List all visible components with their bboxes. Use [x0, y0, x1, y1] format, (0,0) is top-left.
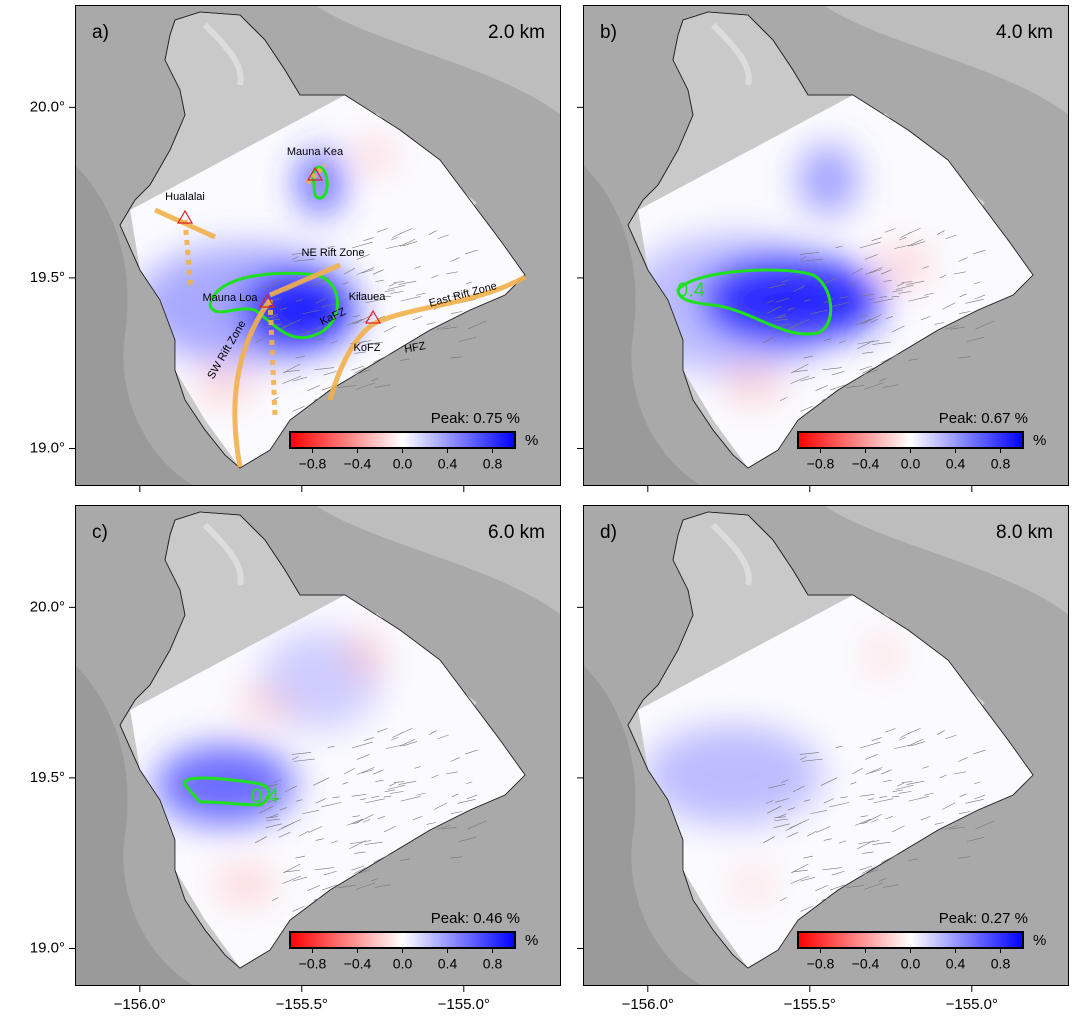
- map-panel: Mauna Kea Hualalai NE Rift Zone Mauna Loa Ki…: [30, 5, 561, 492]
- figure: Mauna Kea Hualalai NE Rift Zone Mauna Loa Ki…: [0, 0, 1072, 1018]
- colorbar-tick-label: 0.0: [393, 956, 413, 972]
- lat-tick-label: 19.0°: [30, 439, 65, 456]
- anomaly: [723, 365, 783, 405]
- annotation: KoFZ: [354, 342, 381, 354]
- lon-tick-label: −155.5°: [276, 996, 328, 1013]
- panel-label: d): [600, 522, 617, 543]
- colorbar: [798, 932, 1023, 948]
- colorbar-tick-label: 0.8: [483, 456, 503, 472]
- colorbar-unit: %: [1033, 932, 1046, 949]
- colorbar: [290, 932, 515, 948]
- colorbar-tick-label: 0.0: [901, 456, 921, 472]
- colorbar-tick-label: 0.8: [483, 956, 503, 972]
- map-panel: 0.4 b) 4.0 km Peak: 0.67 %% −0.8 −0.4 0.0 0.4 0.…: [577, 5, 1069, 492]
- annotation: Mauna Loa: [202, 292, 258, 304]
- panel-label: a): [92, 22, 109, 43]
- panel-label: b): [600, 22, 617, 43]
- annotation: NE Rift Zone: [302, 247, 365, 259]
- anomaly: [195, 365, 255, 405]
- depth-label: 4.0 km: [996, 22, 1053, 43]
- colorbar-tick-label: −0.4: [852, 956, 880, 972]
- peak-label: Peak: 0.67 %: [939, 410, 1028, 427]
- colorbar-tick-label: −0.8: [299, 956, 327, 972]
- lon-tick-label: −156.0°: [622, 996, 674, 1013]
- anomaly: [298, 151, 342, 215]
- colorbar-unit: %: [525, 932, 538, 949]
- colorbar-tick-label: 0.4: [438, 456, 458, 472]
- peak-label: Peak: 0.46 %: [431, 910, 520, 927]
- colorbar-tick-label: −0.8: [807, 456, 835, 472]
- colorbar-tick-label: 0.0: [393, 456, 413, 472]
- colorbar: [798, 432, 1023, 448]
- lat-tick-label: 19.5°: [30, 269, 65, 286]
- annotation: Kilauea: [349, 291, 387, 303]
- depth-label: 6.0 km: [488, 522, 545, 543]
- anomaly: [215, 865, 275, 905]
- anomaly: [798, 145, 858, 215]
- peak-label: Peak: 0.75 %: [431, 410, 520, 427]
- peak-label: Peak: 0.27 %: [939, 910, 1028, 927]
- anomaly: [235, 690, 295, 720]
- colorbar-unit: %: [525, 432, 538, 449]
- anomaly: [345, 630, 385, 680]
- panel-label: c): [92, 522, 108, 543]
- lon-tick-label: −155.0°: [946, 996, 998, 1013]
- colorbar-tick-label: 0.0: [901, 956, 921, 972]
- lat-tick-label: 20.0°: [30, 98, 65, 115]
- colorbar-tick-label: 0.8: [991, 456, 1011, 472]
- colorbar-unit: %: [1033, 432, 1046, 449]
- map-panel: 0.4 c) 6.0 km Peak: 0.46 %% −0.8 −0.4 0.0 0.4 0.…: [30, 505, 561, 1013]
- contour-label: 0.4: [677, 279, 705, 301]
- anomaly: [873, 245, 933, 285]
- lat-tick-label: 20.0°: [30, 598, 65, 615]
- colorbar-tick-label: −0.8: [807, 956, 835, 972]
- anomaly: [728, 865, 778, 905]
- colorbar: [290, 432, 515, 448]
- colorbar-tick-label: 0.4: [946, 456, 966, 472]
- lon-tick-label: −155.0°: [438, 996, 490, 1013]
- colorbar-tick-label: 0.4: [946, 956, 966, 972]
- lon-tick-label: −156.0°: [114, 996, 166, 1013]
- colorbar-tick-label: −0.4: [852, 456, 880, 472]
- anomaly: [863, 630, 903, 680]
- depth-label: 8.0 km: [996, 522, 1053, 543]
- colorbar-tick-label: −0.4: [344, 456, 372, 472]
- annotation: Mauna Kea: [287, 146, 344, 158]
- lat-tick-label: 19.5°: [30, 769, 65, 786]
- colorbar-tick-label: 0.8: [991, 956, 1011, 972]
- colorbar-tick-label: −0.4: [344, 956, 372, 972]
- lat-tick-label: 19.0°: [30, 939, 65, 956]
- colorbar-tick-label: 0.4: [438, 956, 458, 972]
- contour-label: 0.4: [251, 785, 279, 807]
- depth-label: 2.0 km: [488, 22, 545, 43]
- colorbar-tick-label: −0.8: [299, 456, 327, 472]
- map-panel: d) 8.0 km Peak: 0.27 %% −0.8 −0.4 0.0 0.4 0.8 −1…: [577, 505, 1069, 1013]
- lon-tick-label: −155.5°: [784, 996, 836, 1013]
- annotation: Hualalai: [165, 191, 205, 203]
- anomaly: [355, 140, 395, 170]
